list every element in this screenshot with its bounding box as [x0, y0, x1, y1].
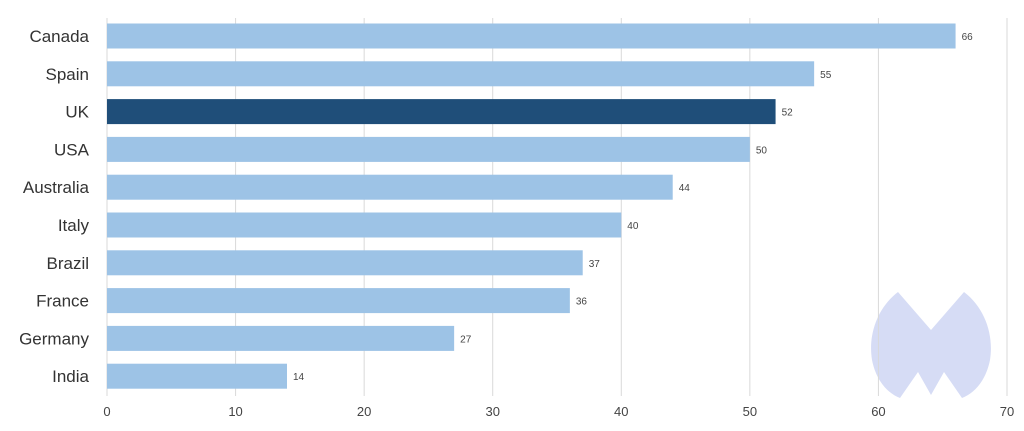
bars — [107, 23, 956, 389]
value-label: 36 — [576, 297, 588, 308]
category-label: Germany — [19, 329, 89, 348]
watermark-m-shape — [871, 292, 991, 398]
category-label: India — [52, 367, 89, 386]
bar-france — [107, 288, 570, 314]
category-label: Brazil — [46, 254, 89, 273]
watermark-logo-icon — [871, 292, 991, 398]
x-tick-label: 60 — [871, 404, 885, 419]
x-tick-label: 0 — [103, 404, 110, 419]
x-tick-label: 30 — [485, 404, 499, 419]
x-tick-label: 10 — [228, 404, 242, 419]
bar-australia — [107, 174, 673, 200]
category-labels: Canada Spain UK USA Australia Italy Brazil Fran… — [19, 27, 90, 386]
category-label: USA — [54, 140, 90, 159]
bar-brazil — [107, 250, 583, 276]
category-label: UK — [65, 103, 89, 122]
x-tick-label: 40 — [614, 404, 628, 419]
category-label: Australia — [23, 178, 90, 197]
value-label: 14 — [293, 372, 305, 383]
bar-italy — [107, 212, 622, 238]
value-label: 37 — [589, 259, 601, 270]
category-label: Italy — [58, 216, 90, 235]
bar-usa — [107, 136, 750, 162]
x-tick-label: 20 — [357, 404, 371, 419]
category-label: Spain — [46, 65, 89, 84]
category-label: France — [36, 292, 89, 311]
bar-spain — [107, 61, 815, 87]
value-labels: 66 55 52 50 44 40 37 36 27 14 — [293, 32, 973, 383]
x-axis-tick-labels: 0 10 20 30 40 50 60 70 — [103, 404, 1014, 419]
x-tick-label: 50 — [743, 404, 757, 419]
x-tick-label: 70 — [1000, 404, 1014, 419]
value-label: 55 — [820, 70, 832, 81]
value-label: 50 — [756, 145, 768, 156]
bar-germany — [107, 325, 455, 351]
value-label: 27 — [460, 334, 472, 345]
value-label: 66 — [962, 32, 974, 43]
bar-uk — [107, 99, 776, 125]
bar-canada — [107, 23, 956, 49]
value-label: 40 — [627, 221, 639, 232]
category-label: Canada — [29, 27, 89, 46]
value-label: 52 — [782, 108, 794, 119]
bar-india — [107, 363, 287, 389]
value-label: 44 — [679, 183, 691, 194]
